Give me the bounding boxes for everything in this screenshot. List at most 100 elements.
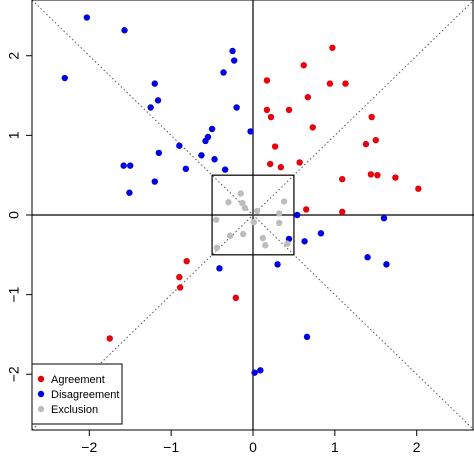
agreement-point <box>362 140 370 148</box>
disagreement-point <box>154 97 162 104</box>
exclusion-point <box>275 219 283 227</box>
agreement-point <box>304 93 312 101</box>
disagreement-point <box>211 156 218 163</box>
disagreement-point <box>176 142 183 149</box>
agreement-point <box>367 171 375 178</box>
x-tick-label: −2 <box>81 439 97 455</box>
agreement-point <box>176 273 183 281</box>
disagreement-point <box>120 162 127 169</box>
agreement-point <box>285 106 293 114</box>
agreement-point <box>342 80 349 87</box>
disagreement-point <box>383 261 390 268</box>
diagonal-line-negative <box>31 0 474 431</box>
disagreement-point <box>198 152 205 159</box>
disagreement-point <box>257 367 264 374</box>
agreement-point <box>326 80 334 87</box>
disagreement-point <box>220 69 227 76</box>
disagreement-point <box>151 80 158 87</box>
agreement-point <box>309 124 316 131</box>
agreement-point <box>392 174 399 181</box>
agreement-point <box>271 143 279 150</box>
disagreement-point <box>127 162 134 169</box>
legend-marker-exclusion <box>37 405 45 413</box>
legend-box <box>31 363 123 425</box>
exclusion-box <box>211 174 295 256</box>
legend-label-agreement: Agreement <box>51 374 105 386</box>
disagreement-point <box>294 211 301 219</box>
disagreement-point <box>208 125 216 133</box>
agreement-point <box>372 136 379 144</box>
agreement-point <box>266 160 274 168</box>
agreement-point <box>296 159 303 166</box>
disagreement-point <box>233 104 240 111</box>
disagreement-point <box>251 369 258 376</box>
exclusion-point <box>239 230 247 238</box>
agreement-point <box>303 206 310 213</box>
legend: Agreement Disagreement Exclusion <box>31 363 123 425</box>
exclusion-point <box>280 198 288 205</box>
legend-label-disagreement: Disagreement <box>51 389 119 401</box>
legend-label-exclusion: Exclusion <box>51 404 98 416</box>
exclusion-point <box>259 234 267 242</box>
exclusion-point <box>225 199 232 206</box>
y-tick-label: 2 <box>6 52 22 60</box>
disagreement-point <box>221 166 229 173</box>
disagreement-point <box>364 254 371 261</box>
axis-ticks: −2 −1 0 1 2 −2 −1 0 1 2 <box>6 52 421 455</box>
exclusion-point <box>253 207 261 215</box>
disagreement-point <box>317 230 325 237</box>
agreement-point <box>277 164 285 171</box>
agreement-point <box>263 106 271 114</box>
disagreement-point <box>303 333 311 341</box>
exclusion-point <box>250 218 258 226</box>
exclusion-point <box>212 216 220 223</box>
exclusion-point <box>226 232 234 239</box>
agreement-point <box>300 62 307 69</box>
exclusion-point <box>262 242 269 249</box>
agreement-point <box>374 171 381 179</box>
disagreement-point <box>230 57 238 64</box>
disagreement-point <box>202 137 209 145</box>
x-tick-label: −1 <box>163 439 179 455</box>
agreement-point <box>415 185 422 192</box>
y-tick-label: 0 <box>6 211 22 219</box>
legend-marker-agreement <box>37 375 45 383</box>
agreement-point <box>232 294 240 302</box>
agreement-point <box>329 44 336 51</box>
x-tick-label: 2 <box>413 439 421 455</box>
disagreement-point <box>380 214 388 222</box>
disagreement-point <box>147 104 154 111</box>
disagreement-point <box>274 261 281 268</box>
disagreement-point <box>301 238 308 245</box>
y-tick-label: −2 <box>6 366 22 382</box>
exclusion-point <box>284 240 291 247</box>
y-tick-label: −1 <box>6 286 22 302</box>
agreement-point <box>368 113 375 121</box>
x-tick-label: 1 <box>331 439 339 455</box>
exclusion-point <box>237 190 244 197</box>
data-points <box>61 14 422 376</box>
exclusion-point <box>241 204 249 212</box>
agreement-point <box>267 113 275 121</box>
agreement-point <box>183 257 190 265</box>
disagreement-point <box>61 74 68 82</box>
disagreement-point <box>151 178 158 185</box>
reference-lines <box>31 0 474 431</box>
agreement-point <box>106 335 113 342</box>
exclusion-point <box>239 199 246 207</box>
agreement-point <box>263 77 271 84</box>
disagreement-point <box>229 47 236 55</box>
disagreement-point <box>121 27 128 34</box>
disagreement-point <box>247 128 254 135</box>
agreement-point <box>339 175 346 183</box>
x-tick-label: 0 <box>249 439 257 455</box>
disagreement-point <box>126 189 133 196</box>
disagreement-point <box>83 14 91 21</box>
agreement-point <box>176 284 184 291</box>
exclusion-point <box>275 210 283 217</box>
disagreement-point <box>216 265 223 272</box>
exclusion-point <box>213 244 221 251</box>
disagreement-point <box>182 165 190 173</box>
y-tick-label: 1 <box>6 131 22 139</box>
